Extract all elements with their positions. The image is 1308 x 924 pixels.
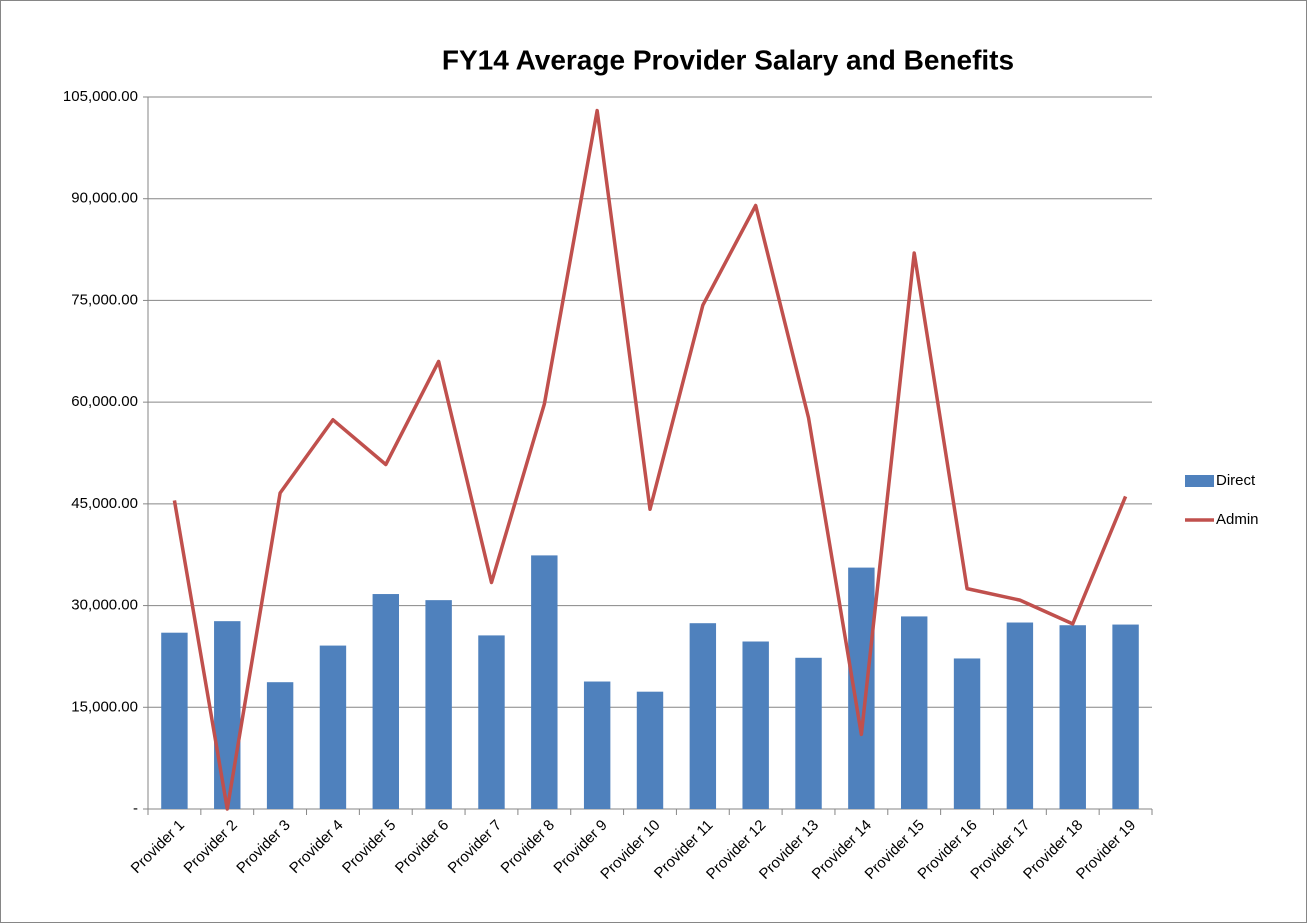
- bar: [1112, 624, 1139, 809]
- bar: [742, 641, 769, 809]
- bar: [583, 681, 611, 809]
- bar: [689, 623, 717, 809]
- legend-label: Direct: [1216, 472, 1256, 489]
- bar: [795, 657, 822, 809]
- bar: [478, 635, 505, 809]
- y-tick-label: 75,000.00: [71, 291, 138, 308]
- bar: [425, 600, 452, 809]
- legend-swatch: [1185, 475, 1214, 487]
- line: [172, 108, 1128, 811]
- bar: [901, 616, 928, 809]
- y-tick-label: 90,000.00: [71, 190, 138, 207]
- bar: [531, 555, 558, 809]
- y-tick-label: 45,000.00: [71, 495, 138, 512]
- bar: [636, 691, 664, 809]
- y-tick-label: 60,000.00: [71, 393, 138, 410]
- y-tick-label: 30,000.00: [71, 597, 138, 614]
- bar: [1006, 622, 1034, 809]
- chart-title: FY14 Average Provider Salary and Benefit…: [442, 44, 1014, 75]
- y-tick-label: 105,000.00: [63, 88, 138, 105]
- bar: [266, 682, 294, 809]
- y-tick-label: 15,000.00: [71, 698, 138, 715]
- bar: [319, 645, 347, 809]
- bar: [372, 594, 399, 809]
- bar: [953, 658, 981, 809]
- bar: [1059, 625, 1086, 809]
- bar: [214, 621, 241, 809]
- bar: [161, 632, 188, 809]
- y-tick-label: -: [133, 800, 138, 817]
- legend-label: Admin: [1216, 511, 1259, 528]
